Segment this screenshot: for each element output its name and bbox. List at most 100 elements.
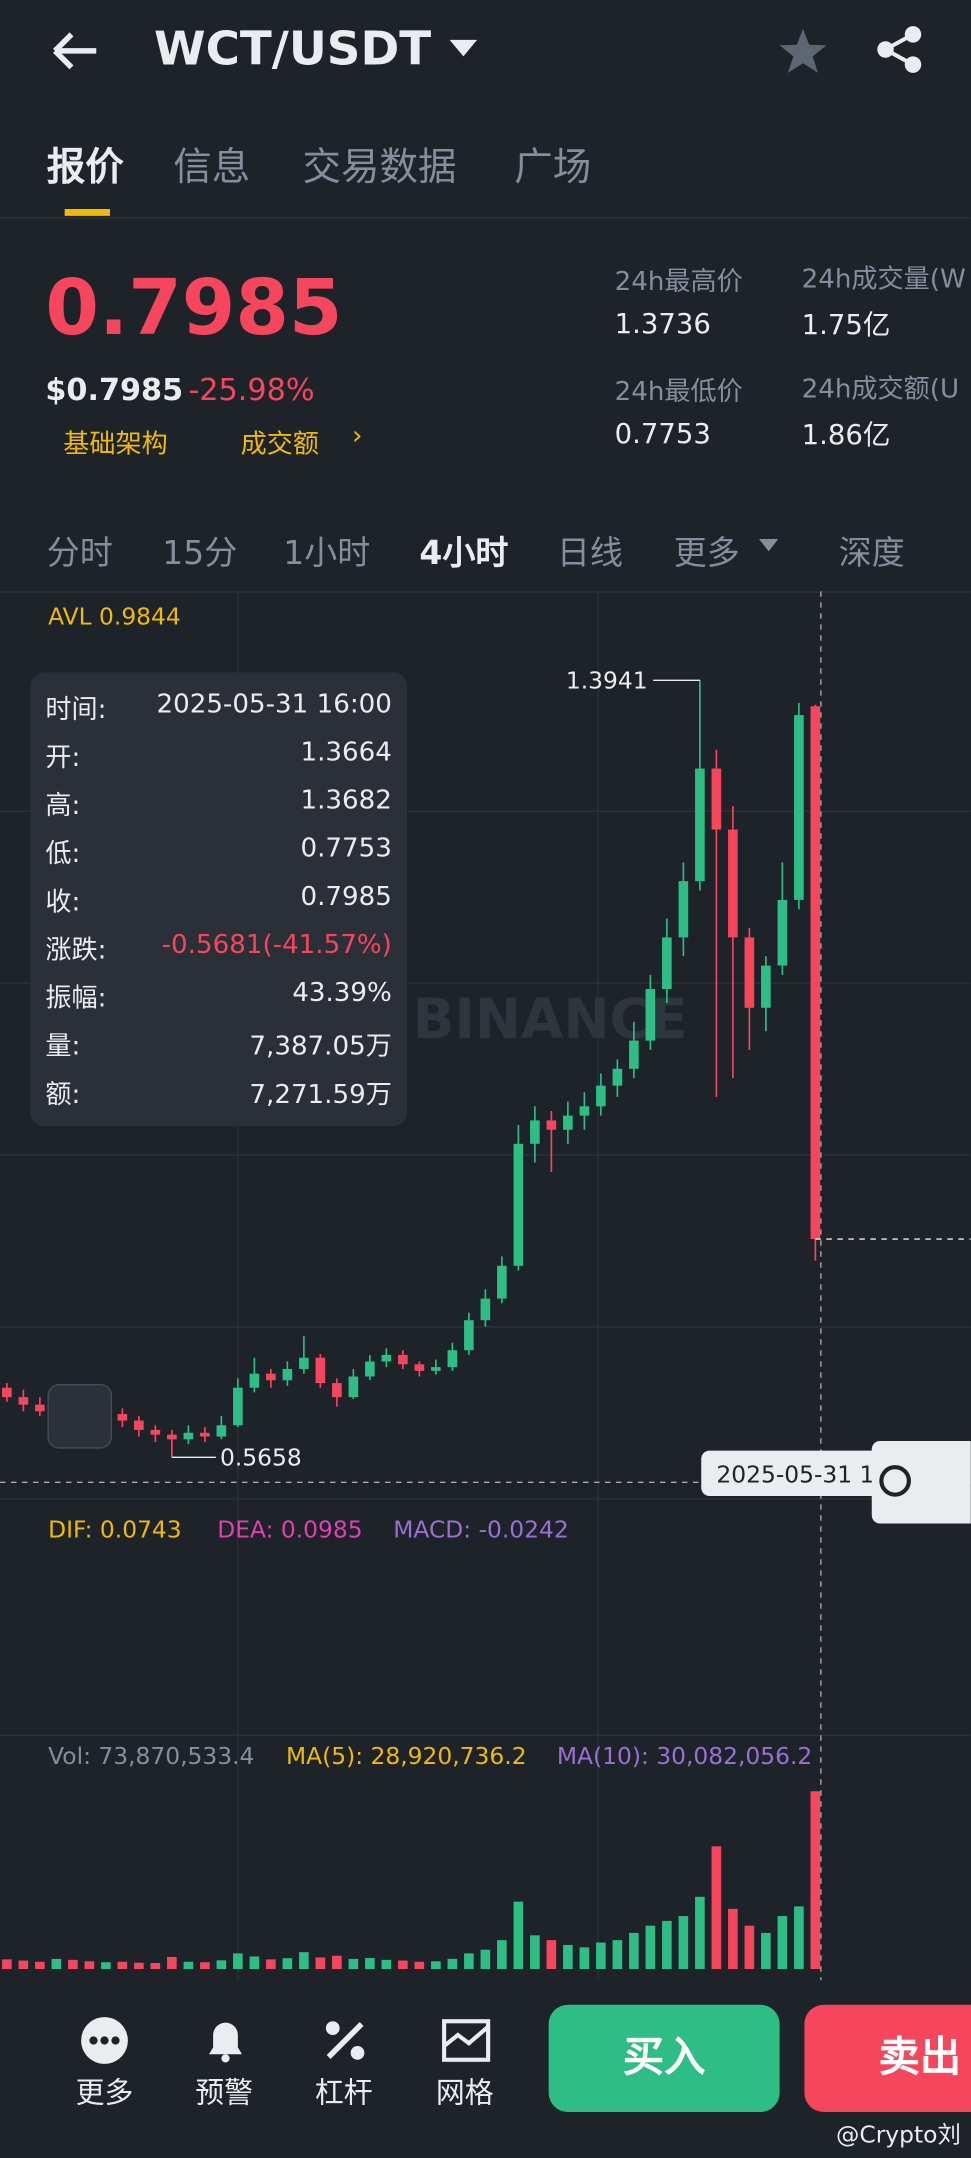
nav-label[interactable]: 网格 [435,2076,494,2110]
nav-label[interactable]: 预警 [195,2076,253,2110]
candle-body [612,1068,623,1086]
divider [0,217,971,219]
candle-body [579,1106,590,1116]
volume-bar [249,1956,260,1969]
tab[interactable]: 交易数据 [302,144,457,190]
candle-body [299,1357,309,1369]
candle-body [464,1320,474,1351]
volume-bar [150,1962,161,1969]
stat-value: 1.86亿 [801,418,891,451]
nav-icon[interactable] [80,2016,130,2066]
interval[interactable]: 深度 [838,533,905,573]
candle-body [497,1265,507,1299]
volume-bar [579,1947,590,1969]
volume-bar [513,1901,524,1969]
volume-bar [711,1846,722,1969]
interval[interactable]: 更多 [673,533,740,573]
volume-bar [299,1952,309,1969]
interval[interactable]: 15分 [162,533,238,573]
tooltip-label: 振幅: [45,983,107,1014]
pair-dropdown[interactable] [448,39,478,58]
tooltip-value: 0.7753 [300,833,392,864]
buy-button[interactable]: 买入 [548,2004,780,2112]
volume-bar [2,1959,12,1969]
macd-dif: DIF: 0.0743 [48,1515,182,1543]
kline-chart[interactable]: BINANCE AVL 0.9844 1.3941 0.5658 2025-05-… [0,591,971,1983]
interval[interactable]: 日线 [556,533,623,573]
share-button[interactable] [875,25,925,75]
favorite-star[interactable] [778,28,828,75]
max-label: 1.3941 [566,667,648,695]
credit: @Crypto刘 [836,2121,961,2150]
candle-body [183,1432,194,1440]
price-change: -25.98% [188,374,315,409]
interval[interactable]: 4小时 [419,533,509,573]
candle-body [381,1354,392,1362]
volume-bar [101,1962,111,1969]
candle-body [546,1120,557,1130]
stat-label: 24h最低价 [614,376,743,407]
volume-bar [18,1960,29,1969]
volume-bar [530,1935,540,1969]
volume-bar [728,1908,738,1969]
candle-body [645,989,656,1041]
tab[interactable]: 信息 [173,144,251,190]
tooltip-label: 量: [45,1031,81,1062]
tag[interactable]: 成交额 [240,429,320,460]
tag[interactable]: 基础架构 [63,429,168,460]
volume-bar [35,1961,45,1969]
tab-indicator [64,209,110,216]
tooltip-label: 低: [45,838,81,869]
candle-body [117,1414,128,1421]
candle-body [150,1429,161,1435]
candle-body [134,1420,144,1430]
candle-body [414,1364,425,1371]
fullscreen-button[interactable] [47,1383,113,1449]
volume-bar [497,1940,507,1969]
volume-bar [167,1956,177,1969]
volume-bar [744,1925,755,1969]
volume-bar [216,1960,227,1969]
volume-bar [546,1940,557,1969]
tab[interactable]: 广场 [514,144,592,190]
volume-bar [563,1944,573,1969]
tab[interactable]: 报价 [46,144,124,190]
nav-label[interactable]: 杠杆 [314,2076,373,2110]
crosshair-price-box [871,1441,971,1524]
stat-value: 1.75亿 [801,308,891,341]
candle-body [530,1120,540,1144]
crosshair-icon [879,1465,911,1497]
nav-icon[interactable] [441,2016,491,2066]
tooltip-value: 7,387.05万 [249,1031,392,1062]
nav-label[interactable]: 更多 [75,2076,134,2110]
sell-button[interactable]: 卖出 [804,2004,971,2112]
volume-bar [612,1940,623,1969]
candle-body [249,1373,260,1388]
stat-value: 1.3736 [614,306,711,340]
usd-price: $0.7985 [45,374,184,409]
tooltip-value: 43.39% [292,977,392,1008]
candle-body [315,1357,326,1384]
candle-body [744,937,755,1008]
candle-body [447,1350,458,1368]
volume-bar [348,1958,359,1969]
volume-bar [381,1959,392,1969]
nav-icon[interactable] [320,2016,370,2066]
volume-bar [332,1955,342,1969]
tooltip-value: 2025-05-31 16:00 [156,688,392,720]
tooltip-label: 时间: [45,694,107,725]
volume-bar [431,1961,441,1969]
back-button[interactable] [50,30,102,71]
stat-label: 24h成交量(W [801,264,966,295]
nav-icon[interactable] [201,2016,251,2066]
interval[interactable]: 1小时 [283,533,371,573]
tooltip-value: 1.3682 [300,785,392,816]
candle-body [233,1387,243,1426]
pair-title[interactable]: WCT/USDT [154,22,432,77]
volume-bar [794,1906,804,1969]
volume-bar [398,1960,408,1969]
interval[interactable]: 分时 [46,533,113,573]
volume-bar [84,1961,95,1969]
